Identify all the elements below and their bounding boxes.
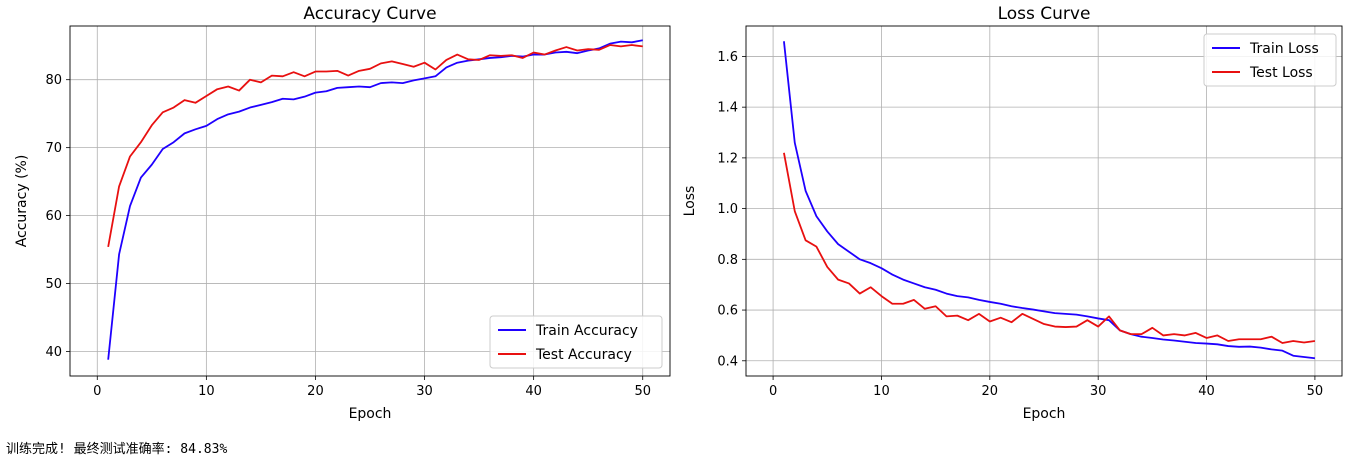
chart-1: 0 10 20 30 40 50 40 50 60 70 80 Accuracy Curve Epoch… bbox=[14, 4, 671, 422]
x-axis-label: Epoch bbox=[1023, 406, 1066, 422]
chart-title: Accuracy Curve bbox=[303, 4, 436, 24]
y-tick-label: 40 bbox=[45, 345, 62, 360]
legend: Train Accuracy Test Accuracy bbox=[489, 315, 663, 369]
x-tick-label: 50 bbox=[1307, 384, 1324, 399]
y-tick-label: 1.0 bbox=[717, 202, 738, 217]
x-tick-label: 50 bbox=[634, 384, 651, 399]
y-tick-label: 50 bbox=[45, 277, 62, 292]
x-tick-label: 10 bbox=[198, 384, 215, 399]
x-tick-label: 10 bbox=[873, 384, 890, 399]
legend-box bbox=[489, 315, 663, 369]
legend-label: Train Accuracy bbox=[535, 323, 638, 339]
figure: 0 10 20 30 40 50 40 50 60 70 80 Accuracy Curve Epoch… bbox=[14, 4, 1343, 422]
x-tick-label: 20 bbox=[982, 384, 999, 399]
x-tick-label: 0 bbox=[93, 384, 101, 399]
y-tick-label: 0.8 bbox=[717, 253, 738, 268]
y-tick-label: 1.6 bbox=[717, 50, 738, 65]
status-text: 训练完成! 最终测试准确率: 84.83% bbox=[6, 442, 228, 457]
y-tick-label: 1.4 bbox=[717, 101, 738, 116]
series-line-test-accuracy bbox=[107, 44, 643, 248]
series-line-train-accuracy bbox=[107, 39, 643, 360]
legend-label: Test Accuracy bbox=[535, 347, 632, 363]
y-tick-label: 1.2 bbox=[717, 151, 738, 166]
y-axis-label: Accuracy (%) bbox=[14, 155, 30, 248]
x-tick-label: 30 bbox=[416, 384, 433, 399]
chart-2: 0 10 20 30 40 50 0.4 0.6 0.8 1.0 1.2 1.4 1.6 Loss Cur… bbox=[682, 4, 1343, 422]
y-tick-label: 60 bbox=[45, 209, 62, 224]
legend-label: Train Loss bbox=[1249, 41, 1319, 57]
y-axis-label: Loss bbox=[682, 186, 698, 217]
y-tick-label: 0.6 bbox=[717, 304, 738, 319]
x-tick-label: 40 bbox=[525, 384, 542, 399]
x-tick-label: 20 bbox=[307, 384, 324, 399]
x-axis-label: Epoch bbox=[349, 406, 392, 422]
legend: Train Loss Test Loss bbox=[1203, 33, 1337, 87]
series-line-train-loss bbox=[783, 41, 1316, 360]
legend-label: Test Loss bbox=[1249, 65, 1313, 81]
series-line-test-loss bbox=[783, 152, 1316, 344]
x-tick-label: 0 bbox=[769, 384, 777, 399]
y-tick-label: 0.4 bbox=[717, 354, 738, 369]
y-tick-label: 80 bbox=[45, 73, 62, 88]
plot-frame bbox=[745, 25, 1343, 377]
x-tick-label: 30 bbox=[1090, 384, 1107, 399]
plot-frame bbox=[69, 25, 671, 377]
y-tick-label: 70 bbox=[45, 141, 62, 156]
x-tick-label: 40 bbox=[1198, 384, 1215, 399]
chart-title: Loss Curve bbox=[998, 4, 1091, 24]
